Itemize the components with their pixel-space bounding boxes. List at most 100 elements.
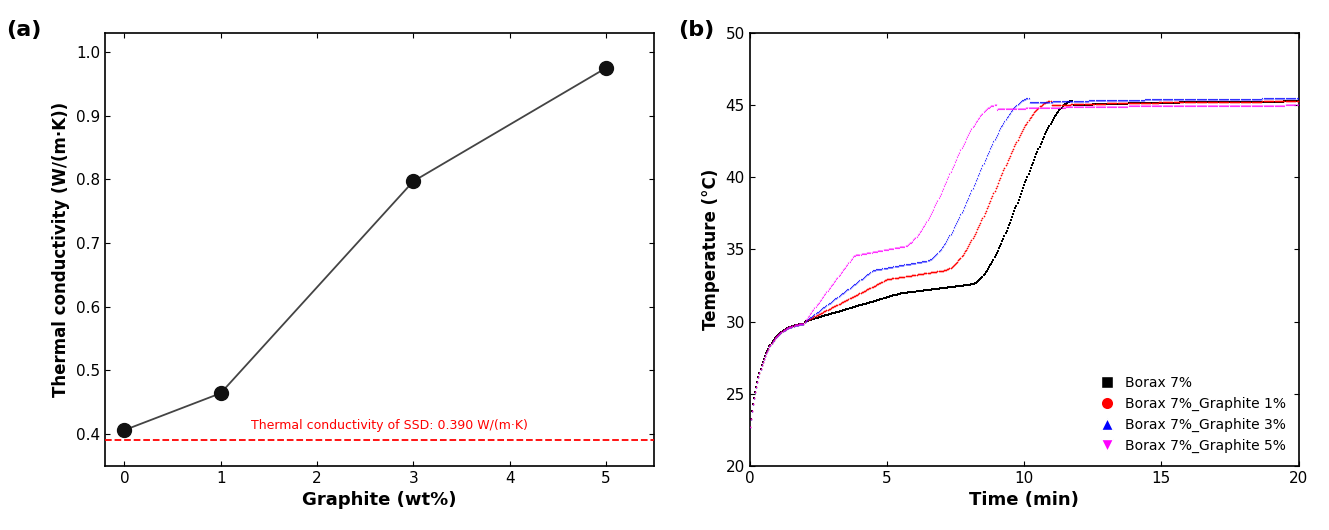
Point bbox=[1261, 101, 1282, 110]
Point bbox=[1080, 96, 1102, 105]
Point bbox=[1096, 99, 1118, 108]
Point bbox=[897, 288, 918, 297]
Point bbox=[819, 284, 840, 292]
Point bbox=[857, 285, 878, 293]
Point bbox=[809, 313, 831, 321]
Point bbox=[824, 308, 845, 317]
Point bbox=[764, 334, 785, 342]
X-axis label: Time (min): Time (min) bbox=[969, 491, 1079, 509]
Point bbox=[824, 278, 845, 286]
Point bbox=[1255, 98, 1276, 106]
Point bbox=[747, 377, 768, 386]
Point bbox=[1122, 99, 1143, 107]
Point bbox=[1240, 98, 1261, 106]
Point bbox=[1172, 102, 1193, 110]
Point bbox=[1282, 94, 1304, 103]
Point bbox=[764, 334, 785, 342]
Point bbox=[905, 287, 926, 296]
Point bbox=[1140, 99, 1162, 107]
Point bbox=[860, 268, 881, 276]
Point bbox=[1201, 98, 1223, 106]
Point bbox=[816, 311, 837, 320]
Point bbox=[1080, 100, 1102, 109]
Point bbox=[1268, 98, 1289, 106]
Point bbox=[1114, 102, 1135, 111]
Point bbox=[772, 327, 793, 335]
Point bbox=[784, 321, 805, 330]
Point bbox=[1158, 95, 1179, 103]
Point bbox=[912, 257, 933, 266]
Point bbox=[968, 171, 989, 179]
Point bbox=[1110, 95, 1131, 104]
Point bbox=[977, 151, 998, 160]
Point bbox=[1158, 102, 1179, 110]
Point bbox=[1193, 98, 1215, 106]
Point bbox=[1269, 101, 1290, 110]
Point bbox=[853, 300, 874, 308]
Point bbox=[894, 272, 916, 281]
Point bbox=[805, 314, 827, 323]
Point bbox=[1154, 98, 1175, 107]
Point bbox=[1079, 96, 1100, 105]
Point bbox=[893, 260, 914, 269]
Point bbox=[900, 288, 921, 296]
Point bbox=[1099, 102, 1120, 111]
Point bbox=[1252, 98, 1273, 106]
Point bbox=[831, 307, 852, 315]
Point bbox=[1229, 101, 1251, 110]
Point bbox=[759, 342, 780, 351]
Point bbox=[960, 238, 981, 246]
Point bbox=[740, 414, 762, 423]
Point bbox=[1248, 94, 1269, 103]
Point bbox=[823, 279, 844, 288]
Point bbox=[1237, 98, 1259, 106]
Point bbox=[937, 283, 958, 292]
Point bbox=[1183, 95, 1204, 103]
Point bbox=[1142, 95, 1163, 104]
Point bbox=[1014, 104, 1035, 113]
Point bbox=[982, 102, 1003, 110]
Point bbox=[1084, 96, 1106, 104]
Point bbox=[1115, 99, 1136, 107]
Point bbox=[945, 219, 966, 227]
Point bbox=[1123, 99, 1144, 107]
Point bbox=[743, 400, 764, 409]
Point bbox=[1115, 95, 1136, 104]
Point bbox=[1041, 98, 1062, 106]
Point bbox=[859, 269, 880, 277]
Point bbox=[1276, 94, 1297, 103]
Point bbox=[848, 302, 869, 310]
Point bbox=[1090, 103, 1111, 111]
Point bbox=[833, 306, 855, 314]
Point bbox=[929, 284, 950, 293]
Point bbox=[1273, 94, 1294, 103]
Point bbox=[1120, 102, 1142, 111]
Point bbox=[863, 248, 884, 257]
Point bbox=[1002, 104, 1023, 112]
Point bbox=[1034, 98, 1055, 106]
Point bbox=[1248, 101, 1269, 110]
Point bbox=[829, 307, 851, 315]
Point bbox=[1091, 99, 1112, 108]
Point bbox=[904, 271, 925, 279]
Point bbox=[799, 314, 820, 322]
Point bbox=[823, 296, 844, 304]
Point bbox=[1167, 95, 1188, 103]
Point bbox=[837, 304, 859, 313]
Point bbox=[945, 221, 966, 229]
Point bbox=[966, 278, 987, 286]
Point bbox=[1031, 98, 1053, 106]
Point bbox=[1211, 102, 1232, 110]
Point bbox=[1252, 101, 1273, 110]
Point bbox=[949, 255, 970, 263]
Point bbox=[752, 358, 773, 366]
Point bbox=[1112, 95, 1134, 104]
Point bbox=[1046, 97, 1067, 105]
Point bbox=[1247, 98, 1268, 106]
Point bbox=[968, 115, 989, 123]
Point bbox=[808, 298, 829, 307]
Point bbox=[1128, 99, 1150, 108]
Point bbox=[1179, 98, 1200, 107]
Point bbox=[812, 293, 833, 301]
Point bbox=[872, 295, 893, 303]
